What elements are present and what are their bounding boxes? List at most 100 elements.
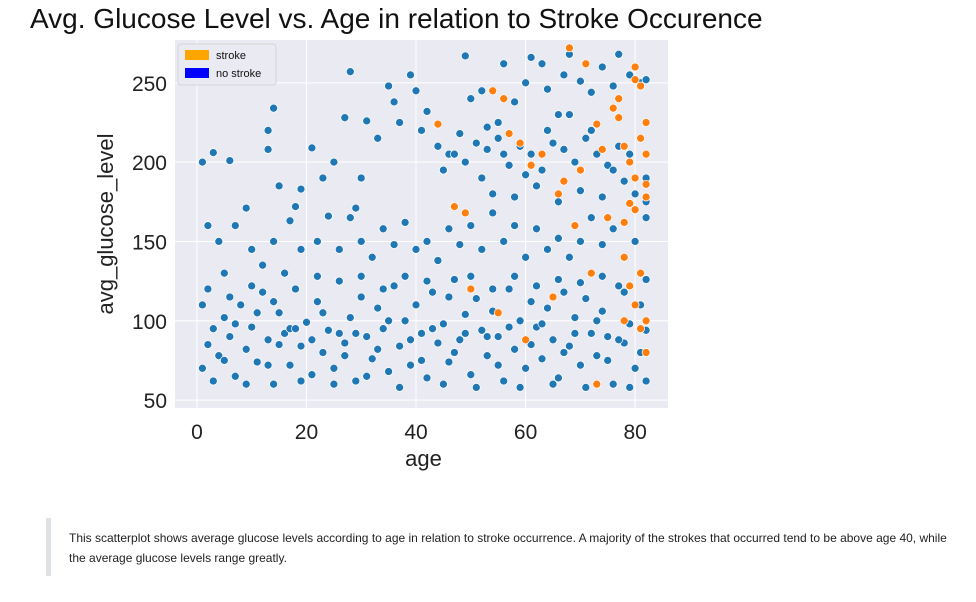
point-no-stroke: [367, 354, 377, 364]
point-stroke: [526, 160, 536, 170]
point-no-stroke: [384, 316, 393, 326]
point-no-stroke: [537, 319, 547, 329]
point-no-stroke: [395, 341, 404, 351]
legend-swatch-stroke: [185, 50, 209, 60]
point-no-stroke: [291, 284, 300, 294]
point-no-stroke: [340, 351, 350, 361]
point-stroke: [460, 208, 470, 218]
point-no-stroke: [576, 237, 585, 246]
point-no-stroke: [477, 86, 487, 96]
point-no-stroke: [422, 276, 432, 286]
point-no-stroke: [576, 278, 585, 288]
point-no-stroke: [543, 84, 552, 94]
point-no-stroke: [450, 348, 459, 357]
point-no-stroke: [378, 284, 388, 294]
point-no-stroke: [565, 110, 574, 119]
point-no-stroke: [225, 332, 235, 341]
point-no-stroke: [570, 313, 580, 322]
point-no-stroke: [493, 360, 503, 370]
point-no-stroke: [198, 300, 207, 310]
point-no-stroke: [537, 354, 547, 364]
point-stroke: [499, 94, 509, 104]
point-no-stroke: [422, 237, 432, 246]
point-no-stroke: [329, 363, 339, 373]
point-no-stroke: [608, 224, 618, 234]
point-stroke: [603, 213, 613, 223]
point-stroke: [608, 103, 618, 113]
point-no-stroke: [526, 297, 536, 307]
point-no-stroke: [543, 126, 552, 135]
legend-label-stroke: stroke: [216, 50, 246, 62]
point-no-stroke: [340, 113, 350, 123]
point-no-stroke: [565, 252, 574, 262]
point-stroke: [619, 316, 629, 326]
point-no-stroke: [351, 203, 361, 213]
point-no-stroke: [488, 189, 498, 199]
point-no-stroke: [466, 271, 476, 281]
point-no-stroke: [526, 53, 536, 62]
point-no-stroke: [296, 341, 306, 351]
point-no-stroke: [532, 281, 541, 291]
point-no-stroke: [313, 271, 322, 281]
point-no-stroke: [592, 149, 602, 159]
point-no-stroke: [334, 276, 344, 286]
point-no-stroke: [395, 383, 404, 392]
point-no-stroke: [466, 94, 476, 104]
point-no-stroke: [214, 351, 224, 361]
point-no-stroke: [581, 294, 591, 303]
point-no-stroke: [504, 322, 514, 332]
point-no-stroke: [389, 97, 399, 107]
point-stroke: [625, 199, 635, 208]
point-no-stroke: [597, 271, 607, 281]
point-no-stroke: [592, 316, 602, 326]
axis-ticks: 0 20 40 60 80 50 100 150 200 250: [132, 73, 647, 444]
y-axis-label: avg_glucose_level: [93, 133, 118, 314]
point-no-stroke: [471, 383, 481, 392]
point-no-stroke: [241, 379, 251, 389]
point-no-stroke: [543, 303, 552, 313]
chart-legend: stroke no stroke: [177, 43, 277, 86]
point-no-stroke: [608, 165, 618, 175]
point-stroke: [625, 281, 635, 291]
point-no-stroke: [455, 240, 465, 249]
point-no-stroke: [641, 213, 651, 223]
point-no-stroke: [619, 287, 629, 297]
point-no-stroke: [537, 165, 547, 175]
point-stroke: [592, 119, 602, 129]
point-no-stroke: [356, 292, 366, 302]
point-no-stroke: [625, 70, 635, 80]
point-no-stroke: [482, 145, 492, 154]
point-no-stroke: [625, 383, 635, 392]
point-stroke: [504, 129, 514, 138]
point-no-stroke: [433, 256, 443, 265]
point-stroke: [559, 176, 569, 186]
point-no-stroke: [417, 126, 426, 135]
point-no-stroke: [198, 363, 207, 373]
point-no-stroke: [263, 335, 273, 345]
x-tick-label: 0: [191, 421, 203, 444]
point-no-stroke: [603, 160, 613, 170]
point-stroke: [641, 348, 651, 357]
point-no-stroke: [554, 197, 563, 207]
point-no-stroke: [400, 316, 410, 326]
point-no-stroke: [329, 157, 339, 167]
point-no-stroke: [455, 335, 465, 345]
point-no-stroke: [581, 383, 591, 392]
point-no-stroke: [307, 335, 317, 345]
point-no-stroke: [532, 181, 541, 191]
point-no-stroke: [521, 170, 530, 180]
point-stroke: [586, 268, 596, 278]
point-no-stroke: [241, 344, 251, 354]
point-no-stroke: [428, 287, 437, 297]
point-no-stroke: [482, 122, 492, 132]
point-no-stroke: [460, 51, 470, 61]
point-no-stroke: [269, 297, 278, 307]
point-no-stroke: [252, 308, 262, 318]
legend-swatch-no-stroke: [185, 68, 209, 78]
point-stroke: [641, 179, 651, 189]
point-stroke: [630, 205, 640, 215]
y-tick-label: 250: [132, 73, 167, 96]
point-no-stroke: [439, 379, 448, 389]
data-points: [198, 43, 651, 392]
point-no-stroke: [554, 110, 563, 119]
